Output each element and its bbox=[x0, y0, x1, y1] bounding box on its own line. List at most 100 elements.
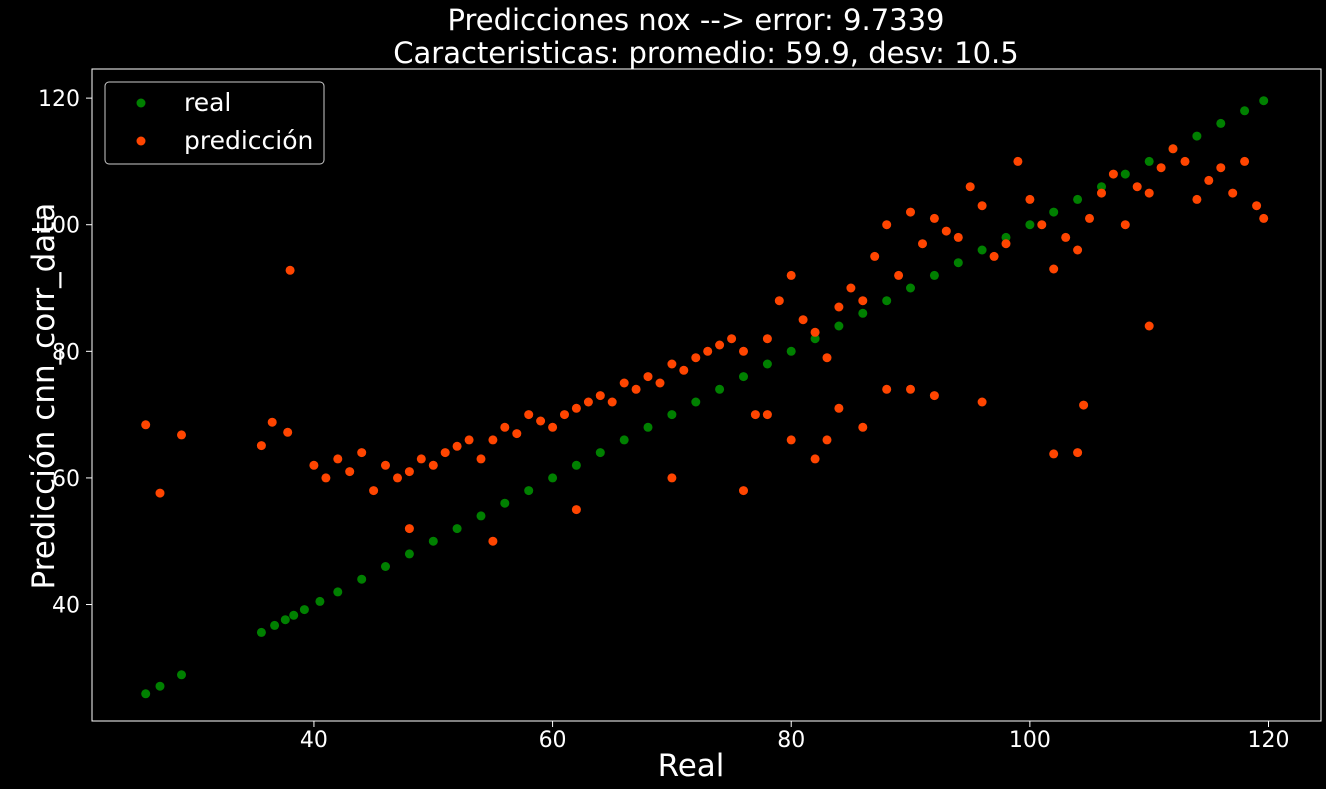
data-point bbox=[727, 334, 737, 344]
data-point bbox=[1216, 118, 1226, 128]
data-point bbox=[1025, 220, 1035, 230]
data-point bbox=[500, 422, 510, 432]
data-point bbox=[1097, 182, 1106, 192]
data-point bbox=[404, 524, 414, 534]
data-point bbox=[141, 420, 151, 430]
data-point bbox=[918, 239, 927, 249]
data-point bbox=[1180, 156, 1190, 166]
data-point bbox=[177, 430, 186, 440]
data-point bbox=[512, 429, 522, 439]
data-point bbox=[1259, 96, 1269, 106]
data-point bbox=[906, 384, 915, 394]
data-point bbox=[476, 511, 486, 521]
data-point bbox=[488, 435, 498, 445]
data-point bbox=[595, 391, 605, 401]
data-point bbox=[1025, 194, 1035, 204]
data-point bbox=[548, 473, 558, 483]
y-tick-label: 80 bbox=[52, 340, 80, 365]
data-point bbox=[1240, 106, 1250, 116]
data-point bbox=[381, 460, 390, 470]
y-axis-ticks: 40 60 80 100 120 bbox=[38, 87, 92, 619]
data-point bbox=[280, 615, 290, 625]
data-point bbox=[500, 498, 510, 508]
data-point bbox=[834, 403, 844, 413]
data-point bbox=[464, 435, 474, 445]
data-point bbox=[141, 689, 151, 699]
data-point bbox=[798, 315, 808, 325]
data-point bbox=[643, 422, 653, 432]
data-point bbox=[619, 435, 629, 445]
data-point bbox=[822, 435, 832, 445]
data-point bbox=[548, 422, 558, 432]
data-point bbox=[1156, 163, 1166, 173]
data-point bbox=[715, 384, 725, 394]
data-point bbox=[345, 467, 355, 477]
data-point bbox=[428, 460, 438, 470]
data-points bbox=[141, 96, 1269, 699]
data-point bbox=[283, 427, 293, 437]
data-point bbox=[1049, 449, 1059, 459]
data-point bbox=[357, 448, 367, 458]
data-point bbox=[762, 410, 772, 420]
data-point bbox=[1037, 220, 1047, 230]
data-point bbox=[1216, 163, 1226, 173]
data-point bbox=[643, 372, 653, 382]
y-tick-label: 120 bbox=[38, 87, 80, 112]
data-point bbox=[299, 605, 309, 615]
data-point bbox=[285, 265, 295, 275]
data-point bbox=[369, 486, 379, 496]
data-point bbox=[1061, 232, 1071, 242]
data-point bbox=[1240, 156, 1250, 166]
legend-box bbox=[104, 81, 325, 165]
data-point bbox=[488, 536, 498, 546]
data-point bbox=[524, 486, 534, 496]
data-point bbox=[953, 232, 963, 242]
data-point bbox=[834, 302, 844, 312]
data-point bbox=[1085, 213, 1094, 223]
data-point bbox=[858, 422, 868, 432]
data-point bbox=[894, 270, 904, 280]
data-point bbox=[774, 296, 784, 306]
data-point bbox=[810, 454, 820, 464]
data-point bbox=[595, 448, 605, 458]
data-point bbox=[560, 410, 569, 420]
data-point bbox=[786, 346, 796, 356]
legend-label-real: real bbox=[184, 88, 231, 117]
data-point bbox=[846, 283, 856, 293]
data-point bbox=[929, 270, 939, 280]
data-point bbox=[1228, 188, 1238, 198]
data-point bbox=[393, 473, 402, 483]
data-point bbox=[679, 365, 689, 375]
data-point bbox=[762, 359, 772, 369]
data-point bbox=[1120, 220, 1130, 230]
data-point bbox=[267, 417, 277, 427]
data-point bbox=[691, 353, 701, 363]
x-tick-label: 100 bbox=[1009, 728, 1051, 753]
data-point bbox=[1097, 188, 1106, 198]
data-point bbox=[440, 448, 450, 458]
data-point bbox=[631, 384, 641, 394]
data-point bbox=[1144, 188, 1154, 198]
data-point bbox=[750, 410, 760, 420]
series-prediccion bbox=[141, 144, 1269, 546]
series-real bbox=[141, 96, 1269, 699]
data-point bbox=[1049, 207, 1059, 217]
data-point bbox=[1192, 131, 1202, 141]
data-point bbox=[1108, 169, 1118, 179]
data-point bbox=[452, 441, 462, 451]
y-tick-label: 60 bbox=[52, 467, 80, 492]
legend: real predicción bbox=[104, 81, 325, 165]
x-tick-label: 120 bbox=[1247, 728, 1289, 753]
data-point bbox=[858, 308, 868, 318]
data-point bbox=[452, 524, 462, 534]
data-point bbox=[906, 207, 915, 217]
data-point bbox=[155, 681, 165, 691]
data-point bbox=[929, 391, 939, 401]
data-point bbox=[270, 620, 280, 630]
data-point bbox=[667, 410, 677, 420]
data-point bbox=[822, 353, 832, 363]
y-axis-label: Predicción cnn_corr_data bbox=[26, 203, 62, 590]
data-point bbox=[1120, 169, 1130, 179]
data-point bbox=[941, 226, 951, 236]
